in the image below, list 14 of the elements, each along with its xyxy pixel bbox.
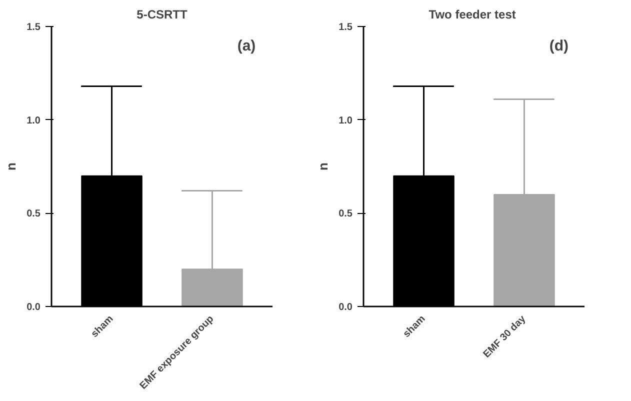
y-tick-label: 1.5 [26, 22, 41, 33]
y-axis-title: n [4, 162, 19, 170]
y-tick-label: 0.5 [338, 208, 353, 220]
y-tick-label: 1.5 [338, 22, 353, 33]
chart-title: 5-CSRTT [136, 8, 188, 22]
annotation: (d) [549, 38, 568, 54]
y-tick-label: 1.0 [26, 115, 41, 126]
chart-title: Two feeder test [428, 8, 516, 22]
y-tick-label: 1.0 [338, 115, 353, 126]
annotation: (a) [237, 38, 256, 54]
y-axis-title: n [316, 162, 331, 170]
y-tick-label: 0.0 [338, 302, 353, 313]
y-tick-label: 0.0 [26, 302, 41, 313]
y-tick-label: 0.5 [26, 208, 41, 220]
